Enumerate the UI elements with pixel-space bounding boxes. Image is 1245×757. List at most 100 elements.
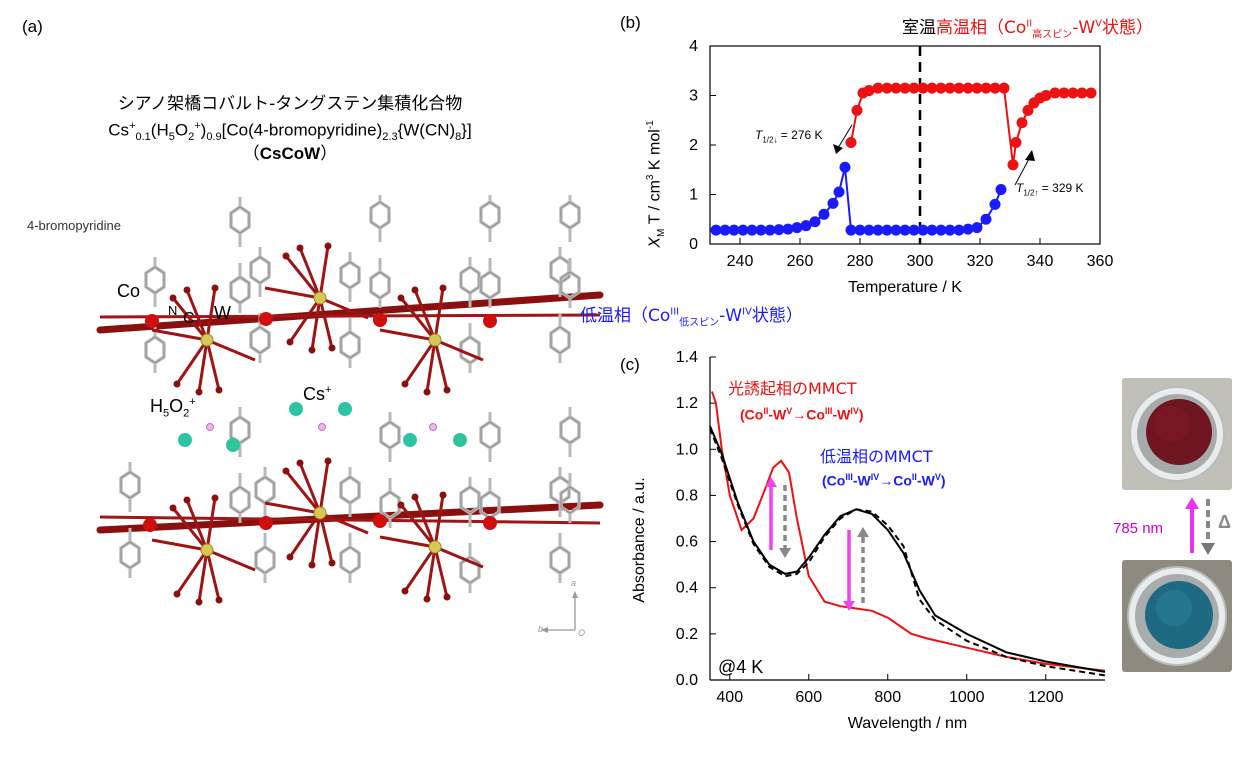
chart-b-point-blue [746,224,758,236]
chart-b-point-red [1016,117,1028,129]
chart-magnetic-susceptibility: 240 260 280 300 320 340 360 0 1 2 3 4 Temperature / … [689,38,1113,296]
chart-c-gray-arrow-down-head [779,548,791,558]
chart-b-point-blue [890,224,902,236]
axis-a-label: a [571,578,577,588]
chart-c-series-red-solid [711,391,1106,672]
chart-b-point-blue [809,216,821,228]
chart-b-point-blue [944,224,956,236]
chart-b-point-blue [980,213,992,225]
n-label: N [168,303,178,318]
chart-c-ylabel: Absorbance / a.u. [631,477,648,603]
chart-b-point-blue [908,224,920,236]
chart-c-xtick-label: 600 [795,689,822,706]
chart-b-point-blue [881,224,893,236]
chart-b-point-blue [782,223,794,235]
h5o2-ions [206,423,437,431]
chart-b-point-red [944,82,956,94]
photo-phase-transition: (CoII-WV→CoIII-WIV) [740,406,864,423]
structure-layer-bottom [96,405,604,607]
chart-b-series-red-line [850,87,1091,165]
chart-b-point-blue [728,224,740,236]
chart-c-ytick-label: 1.0 [676,441,698,458]
structure-layer-top [96,195,604,397]
panel-c-label: (c) [620,355,640,374]
chart-c-gray-arrow-up-head [857,527,869,537]
chart-b-point-blue [989,198,1001,210]
axis-b-label: b [538,624,544,634]
chart-b-point-blue [833,186,845,198]
panel-b-label: (b) [620,13,641,32]
chart-b-point-red [917,82,929,94]
chart-b-point-blue [863,224,875,236]
chart-b-point-blue [800,220,812,232]
chart-b-point-red [1022,104,1034,116]
crystal-structure [96,195,604,633]
chart-b-ytick-label: 3 [689,88,698,105]
t-half-up-label: T1/2↑ = 329 K [1016,181,1084,198]
compound-formula: Cs+0.1(H5O2+)0.9[Co(4-bromopyridine)2.3{… [108,120,472,144]
chart-b-point-red [998,82,1010,94]
panel-a-label: (a) [22,17,43,36]
chart-b-point-red [926,82,938,94]
chart-c-xtick-label: 1200 [1028,689,1064,706]
blue-sample-photo [1122,560,1232,672]
chart-c-xtick-label: 800 [874,689,901,706]
chart-c-xtick-label: 400 [716,689,743,706]
chart-b-point-red [899,82,911,94]
chart-b-point-red [1010,137,1022,149]
chart-b-point-red [863,85,875,97]
chart-b-point-red [908,82,920,94]
chart-b-point-red [935,82,947,94]
low-temp-phase-label: 低温相（CoIII低スピン-WIV状態） [580,306,803,329]
chart-b-point-red [1085,87,1097,99]
chart-b-point-blue [719,224,731,236]
chart-c-series-black-dashed [709,428,1106,677]
cs-label: Cs+ [303,384,332,404]
chart-c-ytick-label: 0.6 [676,534,698,551]
heating-delta-symbol: Δ [1218,512,1231,532]
chart-c-magenta-arrow-down-head [843,601,855,611]
chart-c-ytick-label: 1.4 [676,349,698,366]
chart-b-xtick-label: 280 [847,253,874,270]
chart-b-arrow-down-shaft [837,124,853,149]
chart-b-ytick-label: 0 [689,236,698,253]
chart-b-xtick-label: 260 [787,253,814,270]
chart-c-magenta-arrow-up-head [765,477,777,487]
chart-b-point-red [1049,87,1061,99]
chart-b-point-red [851,104,863,116]
chart-b-point-blue [971,222,983,234]
temperature-note: @4 K [718,657,764,677]
chart-b-xtick-label: 300 [907,253,934,270]
switch-wavelength-label: 785 nm [1113,520,1164,537]
chart-b-point-blue [962,223,974,235]
chart-b-point-red [980,82,992,94]
chart-b-point-red [989,82,1001,94]
chart-b-point-red [971,82,983,94]
axis-triad [541,591,578,633]
chart-b-point-blue [917,224,929,236]
chart-b-xtick-label: 320 [967,253,994,270]
chart-b-point-red [1067,87,1079,99]
chart-b-point-blue [737,224,749,236]
chart-b-point-red [1040,90,1052,101]
chart-b-frame [709,45,1101,245]
chart-c-ytick-label: 1.2 [676,395,698,412]
chart-b-xtick-label: 240 [727,253,754,270]
low-phase-transition: (CoIII-WIV→CoII-WV) [822,472,946,489]
chart-b-point-blue [899,224,911,236]
h5o2-label: H5O2+ [150,396,196,420]
chart-b-point-blue [827,197,839,209]
chart-b-point-blue [995,184,1007,196]
chart-b-point-red [881,82,893,94]
chart-c-ytick-label: 0.8 [676,487,698,504]
chart-b-point-red [1007,159,1019,171]
w-label: W [214,303,231,323]
co-label: Co [117,281,141,301]
chart-b-xlabel: Temperature / K [848,279,962,296]
chart-b-point-blue [818,208,830,220]
switch-arrows [1185,497,1215,555]
chart-b-point-blue [791,222,803,234]
chart-b-point-blue [764,224,776,236]
chart-b-point-red [1076,87,1088,99]
chart-c-ytick-label: 0.2 [676,626,698,643]
